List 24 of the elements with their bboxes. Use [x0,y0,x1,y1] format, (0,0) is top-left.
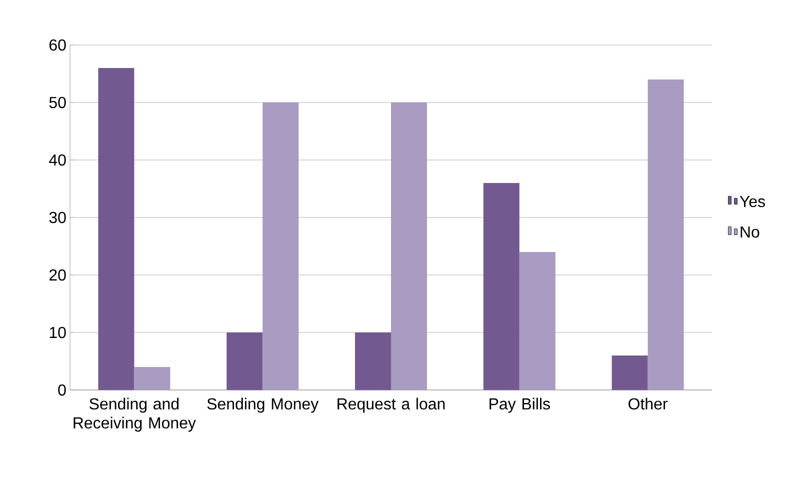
bar [134,366,170,390]
bar [226,332,263,390]
y-tick-label: 60 [49,39,66,51]
legend-label: No [740,226,760,238]
bar [612,355,648,390]
bar [483,182,520,390]
y-tick-label: 40 [49,154,66,166]
x-tick-label: Sending and Receiving Money [74,398,196,432]
y-tick-label: 10 [50,326,66,338]
bar [355,332,392,390]
bar [391,102,428,390]
bar [98,68,134,390]
y-tick-label: 30 [49,212,66,224]
x-tick-label: Sending Money [207,398,319,413]
bar [262,102,299,390]
x-tick-label: Request a loan [338,398,445,413]
bar [519,252,556,390]
y-tick-label: 50 [49,96,66,108]
y-tick-label: 20 [49,269,66,281]
x-tick-label: Other [628,398,668,410]
legend-label: Yes [740,196,765,208]
x-tick-label: Pay Bills [490,398,550,413]
bar [648,79,684,390]
y-tick-label: 0 [58,384,66,396]
